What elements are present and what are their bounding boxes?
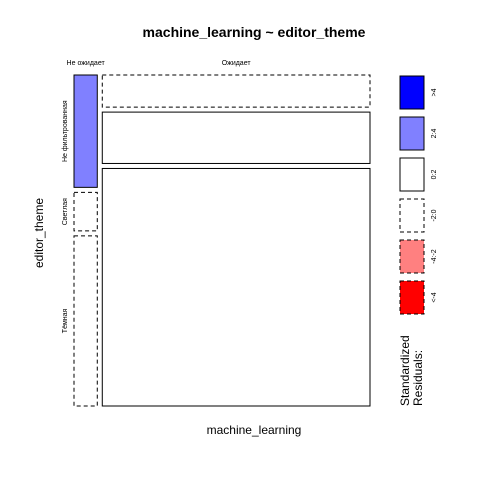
legend-label-2-0: -2:0 bbox=[431, 209, 438, 221]
legend-label-0-2: 0:2 bbox=[431, 170, 438, 180]
mosaic-tile-не-ожидает-тёмная bbox=[73, 235, 98, 407]
legend-label-2-4: 2:4 bbox=[431, 129, 438, 139]
y-axis-title: editor_theme bbox=[32, 198, 46, 268]
chart-title: machine_learning ~ editor_theme bbox=[143, 24, 366, 40]
x-axis-title: machine_learning bbox=[207, 423, 302, 437]
legend-swatch-0-2 bbox=[399, 157, 425, 192]
mosaic-tile-не-ожидает-светлая bbox=[73, 191, 98, 232]
mosaic-tile-ожидает-тёмная bbox=[101, 167, 371, 407]
mosaic-tile-ожидает-светлая bbox=[101, 111, 371, 164]
category-labels: Не фильтрованная Светлая Тёмная Не ожидает О… bbox=[62, 60, 251, 333]
mosaic-tile-не-ожидает-не-фильтрованная bbox=[73, 74, 98, 188]
y-category-label-тёмная: Тёмная bbox=[62, 308, 69, 333]
mosaic-tiles bbox=[73, 74, 371, 407]
legend-label-4-2: -4:-2 bbox=[431, 249, 438, 264]
legend-label-4: <-4 bbox=[431, 292, 438, 302]
x-category-label-ожидает: Ожидает bbox=[222, 60, 252, 67]
legend: >4 2:4 0:2 -2:0 -4:-2 <-4 Standardized Residual… bbox=[398, 75, 438, 406]
x-category-label-не-ожидает: Не ожидает bbox=[67, 60, 106, 67]
legend-swatch-4-2 bbox=[399, 239, 425, 274]
legend-swatch-4 bbox=[399, 75, 425, 110]
legend-title-line-2: Residuals: bbox=[411, 350, 425, 406]
y-category-label-светлая: Светлая bbox=[62, 198, 69, 225]
legend-swatch-4 bbox=[399, 280, 425, 315]
mosaic-tile-ожидает-не-фильтрованная bbox=[101, 74, 371, 108]
legend-label-4: >4 bbox=[431, 88, 438, 96]
legend-swatch-2-4 bbox=[399, 116, 425, 151]
legend-title-line-1: Standardized bbox=[398, 335, 412, 406]
legend-swatch-2-0 bbox=[399, 198, 425, 233]
y-category-label-не-фильтрованная: Не фильтрованная bbox=[62, 100, 69, 162]
